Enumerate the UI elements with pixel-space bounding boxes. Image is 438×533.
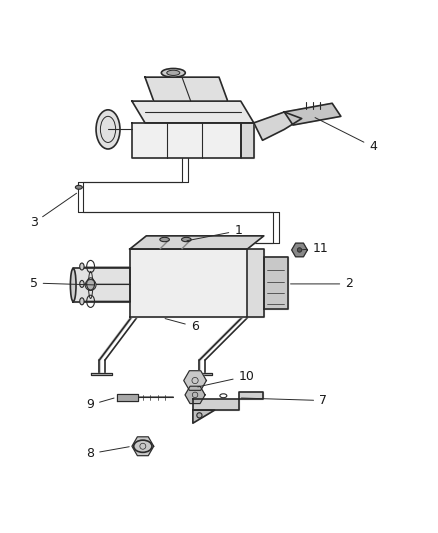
Polygon shape: [292, 243, 307, 257]
Ellipse shape: [75, 185, 82, 189]
Text: 7: 7: [241, 394, 327, 407]
Polygon shape: [73, 269, 130, 302]
Ellipse shape: [197, 413, 202, 418]
Polygon shape: [130, 236, 264, 249]
Text: 2: 2: [290, 277, 353, 290]
Polygon shape: [241, 123, 254, 158]
Text: 4: 4: [315, 118, 377, 154]
Ellipse shape: [161, 68, 185, 77]
Ellipse shape: [85, 279, 96, 290]
Ellipse shape: [71, 269, 76, 302]
Polygon shape: [132, 101, 254, 123]
Polygon shape: [91, 373, 113, 375]
Polygon shape: [182, 239, 191, 249]
Ellipse shape: [167, 70, 180, 76]
Polygon shape: [117, 394, 138, 400]
Ellipse shape: [80, 280, 84, 287]
Text: 5: 5: [30, 277, 94, 289]
Polygon shape: [193, 410, 215, 423]
Text: 6: 6: [165, 319, 198, 333]
Text: 10: 10: [198, 370, 254, 387]
Text: 11: 11: [302, 242, 328, 255]
Polygon shape: [193, 392, 262, 410]
Polygon shape: [185, 386, 205, 403]
Text: 8: 8: [86, 447, 129, 460]
Ellipse shape: [160, 237, 170, 241]
Polygon shape: [254, 112, 302, 140]
Polygon shape: [191, 373, 212, 375]
Text: 9: 9: [86, 398, 114, 411]
Polygon shape: [284, 103, 341, 125]
Ellipse shape: [297, 248, 302, 252]
Ellipse shape: [96, 110, 120, 149]
Polygon shape: [130, 249, 247, 317]
Polygon shape: [184, 371, 206, 390]
Polygon shape: [132, 123, 241, 158]
Text: 3: 3: [30, 193, 77, 230]
Ellipse shape: [80, 298, 84, 305]
Polygon shape: [247, 249, 264, 317]
Polygon shape: [264, 257, 288, 309]
Polygon shape: [132, 437, 154, 456]
Ellipse shape: [80, 263, 84, 270]
Text: 1: 1: [187, 224, 242, 241]
Polygon shape: [160, 239, 170, 249]
Polygon shape: [145, 77, 228, 101]
Ellipse shape: [182, 237, 191, 241]
